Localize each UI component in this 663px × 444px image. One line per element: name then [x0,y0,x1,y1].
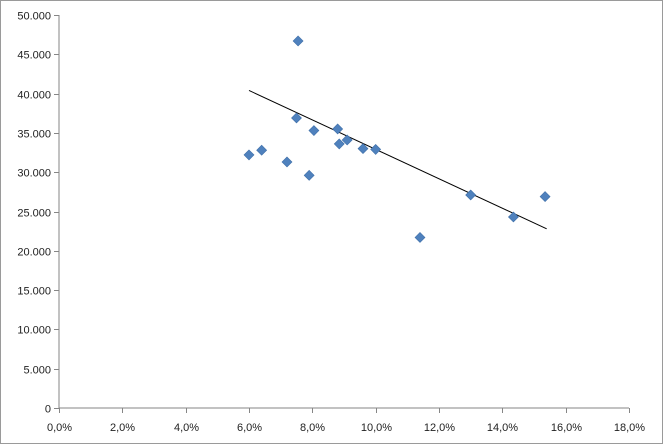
data-point [243,149,255,161]
data-point [256,144,268,156]
y-tick-label: 20.000 [17,247,51,259]
data-point [308,125,320,136]
x-tick-label: 18,0% [614,422,645,434]
data-point [357,143,369,155]
y-tick-label: 5.000 [23,365,51,377]
data-point [333,138,345,150]
data-point [465,189,477,201]
y-tick-label: 15.000 [17,286,51,298]
data-point [507,211,519,223]
x-tick-label: 6,0% [237,422,262,434]
x-tick-label: 0,0% [47,422,72,434]
data-point [539,191,551,202]
y-tick-label: 10.000 [17,325,51,337]
data-point [414,232,426,243]
y-tick-label: 45.000 [17,50,51,62]
data-point [332,123,344,135]
x-tick-label: 8,0% [300,422,325,434]
y-tick-label: 25.000 [17,208,51,220]
trendline [248,90,547,230]
y-tick-label: 30.000 [17,168,51,180]
x-tick-label: 16,0% [551,422,582,434]
x-tick-label: 2,0% [110,422,135,434]
x-tick-label: 4,0% [174,422,199,434]
data-point [281,156,293,168]
data-point [291,112,302,124]
data-point [292,35,304,47]
y-tick-label: 50.000 [17,11,51,23]
data-point [303,169,315,181]
x-tick-label: 14,0% [487,422,518,434]
x-tick-label: 10,0% [361,422,392,434]
y-tick-label: 0 [45,404,51,416]
x-tick-label: 12,0% [424,422,455,434]
y-tick-label: 40.000 [17,90,51,102]
y-tick-label: 35.000 [17,129,51,141]
data-point [370,143,382,155]
data-point [341,134,353,146]
